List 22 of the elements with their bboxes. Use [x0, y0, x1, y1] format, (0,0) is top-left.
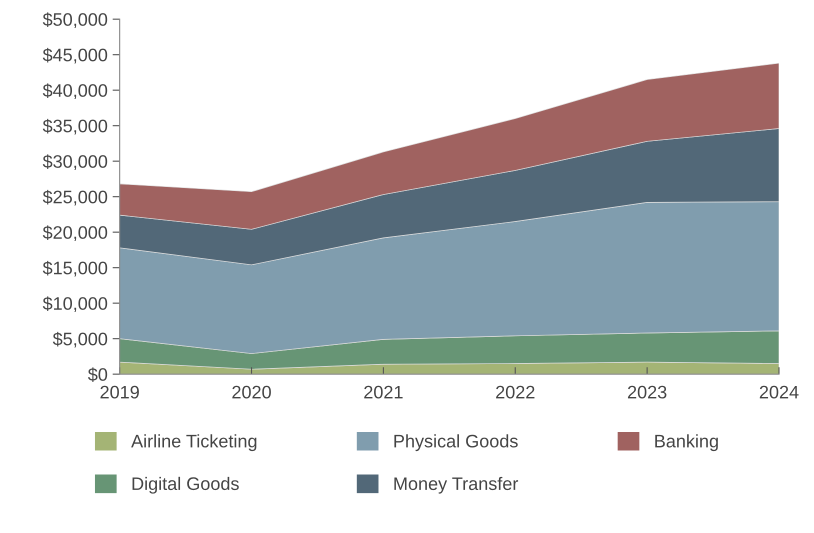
x-tick-label: 2023 [628, 386, 666, 399]
y-tick-label: $45,000 [42, 48, 108, 64]
legend-label: Digital Goods [132, 476, 239, 494]
legend-label: Money Transfer [394, 476, 518, 494]
legend-label: Airline Ticketing [131, 434, 256, 452]
y-tick-label: $25,000 [42, 190, 108, 206]
y-tick-label: $0 [88, 367, 108, 382]
x-tick-label: 2024 [760, 386, 799, 399]
x-tick-label: 2019 [100, 386, 139, 399]
x-tick-label: 2022 [496, 386, 534, 399]
y-tick-label: $15,000 [42, 260, 108, 277]
y-tick-label: $10,000 [42, 296, 108, 312]
y-tick-label: $40,000 [42, 83, 108, 100]
x-tick-label: 2020 [232, 386, 271, 399]
legend-label: Physical Goods [394, 434, 518, 452]
y-tick-label: $20,000 [42, 225, 108, 242]
y-tick-label: $35,000 [42, 118, 108, 135]
y-tick-label: $50,000 [42, 12, 108, 28]
x-tick-label: 2021 [364, 386, 403, 399]
y-tick-label: $5,000 [52, 332, 108, 348]
legend-label: Banking [655, 434, 718, 452]
y-tick-label: $30,000 [42, 154, 108, 170]
